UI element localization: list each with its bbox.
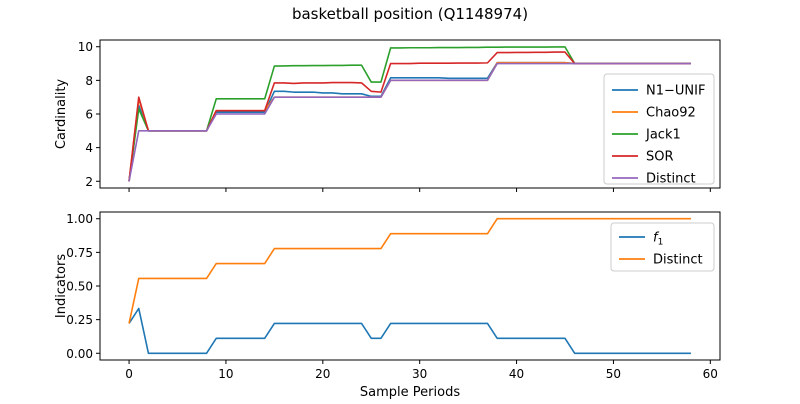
x-axis-label: Sample Periods: [360, 385, 460, 400]
series-line: [128, 217, 691, 324]
y-tick-label: 2: [85, 175, 93, 189]
legend: f1 Distinct: [610, 222, 715, 272]
chart-title: basketball position (Q1148974): [292, 5, 528, 23]
y-tick-label: 4: [85, 141, 93, 155]
chart-panel-1: 2 4 6 8 10 Cardinality N1−UNIF Chao92 Jack1 SOR Di…: [54, 39, 721, 192]
x-tick-label: 20: [315, 367, 330, 381]
legend-label: Distinct: [653, 253, 703, 268]
legend-label: Jack1: [645, 128, 681, 143]
x-tick-label: 50: [606, 367, 621, 381]
legend-label: Distinct: [646, 172, 696, 187]
y-tick-label: 0.50: [66, 280, 93, 294]
legend-label: SOR: [646, 150, 674, 165]
legend-label: N1−UNIF: [646, 84, 705, 99]
y-axis-label: Cardinality: [54, 79, 69, 150]
series-line: [128, 62, 691, 182]
y-tick-label: 1.00: [66, 212, 93, 226]
x-tick-label: 10: [218, 367, 233, 381]
x-tick-label: 40: [509, 367, 524, 381]
y-tick-label: 8: [85, 74, 93, 88]
legend-label: Chao92: [646, 106, 696, 121]
x-tick-label: 0: [125, 367, 133, 381]
chart-panel-2: 0 10 20 30 40 50 60 0.00 0.25 0.50 0.75 1.00 Indicat…: [54, 211, 721, 400]
y-tick-label: 0.75: [66, 246, 93, 260]
legend-label: f1: [653, 231, 663, 248]
x-tick-label: 60: [703, 367, 718, 381]
y-axis-label: Indicators: [54, 254, 69, 318]
y-tick-label: 0.25: [66, 313, 93, 327]
series-line: [128, 307, 691, 355]
y-tick-label: 10: [78, 40, 93, 54]
x-tick-label: 30: [412, 367, 427, 381]
y-tick-label: 6: [85, 108, 93, 122]
y-tick-label: 0.00: [66, 347, 93, 361]
legend: N1−UNIF Chao92 Jack1 SOR Distinct: [603, 73, 715, 187]
